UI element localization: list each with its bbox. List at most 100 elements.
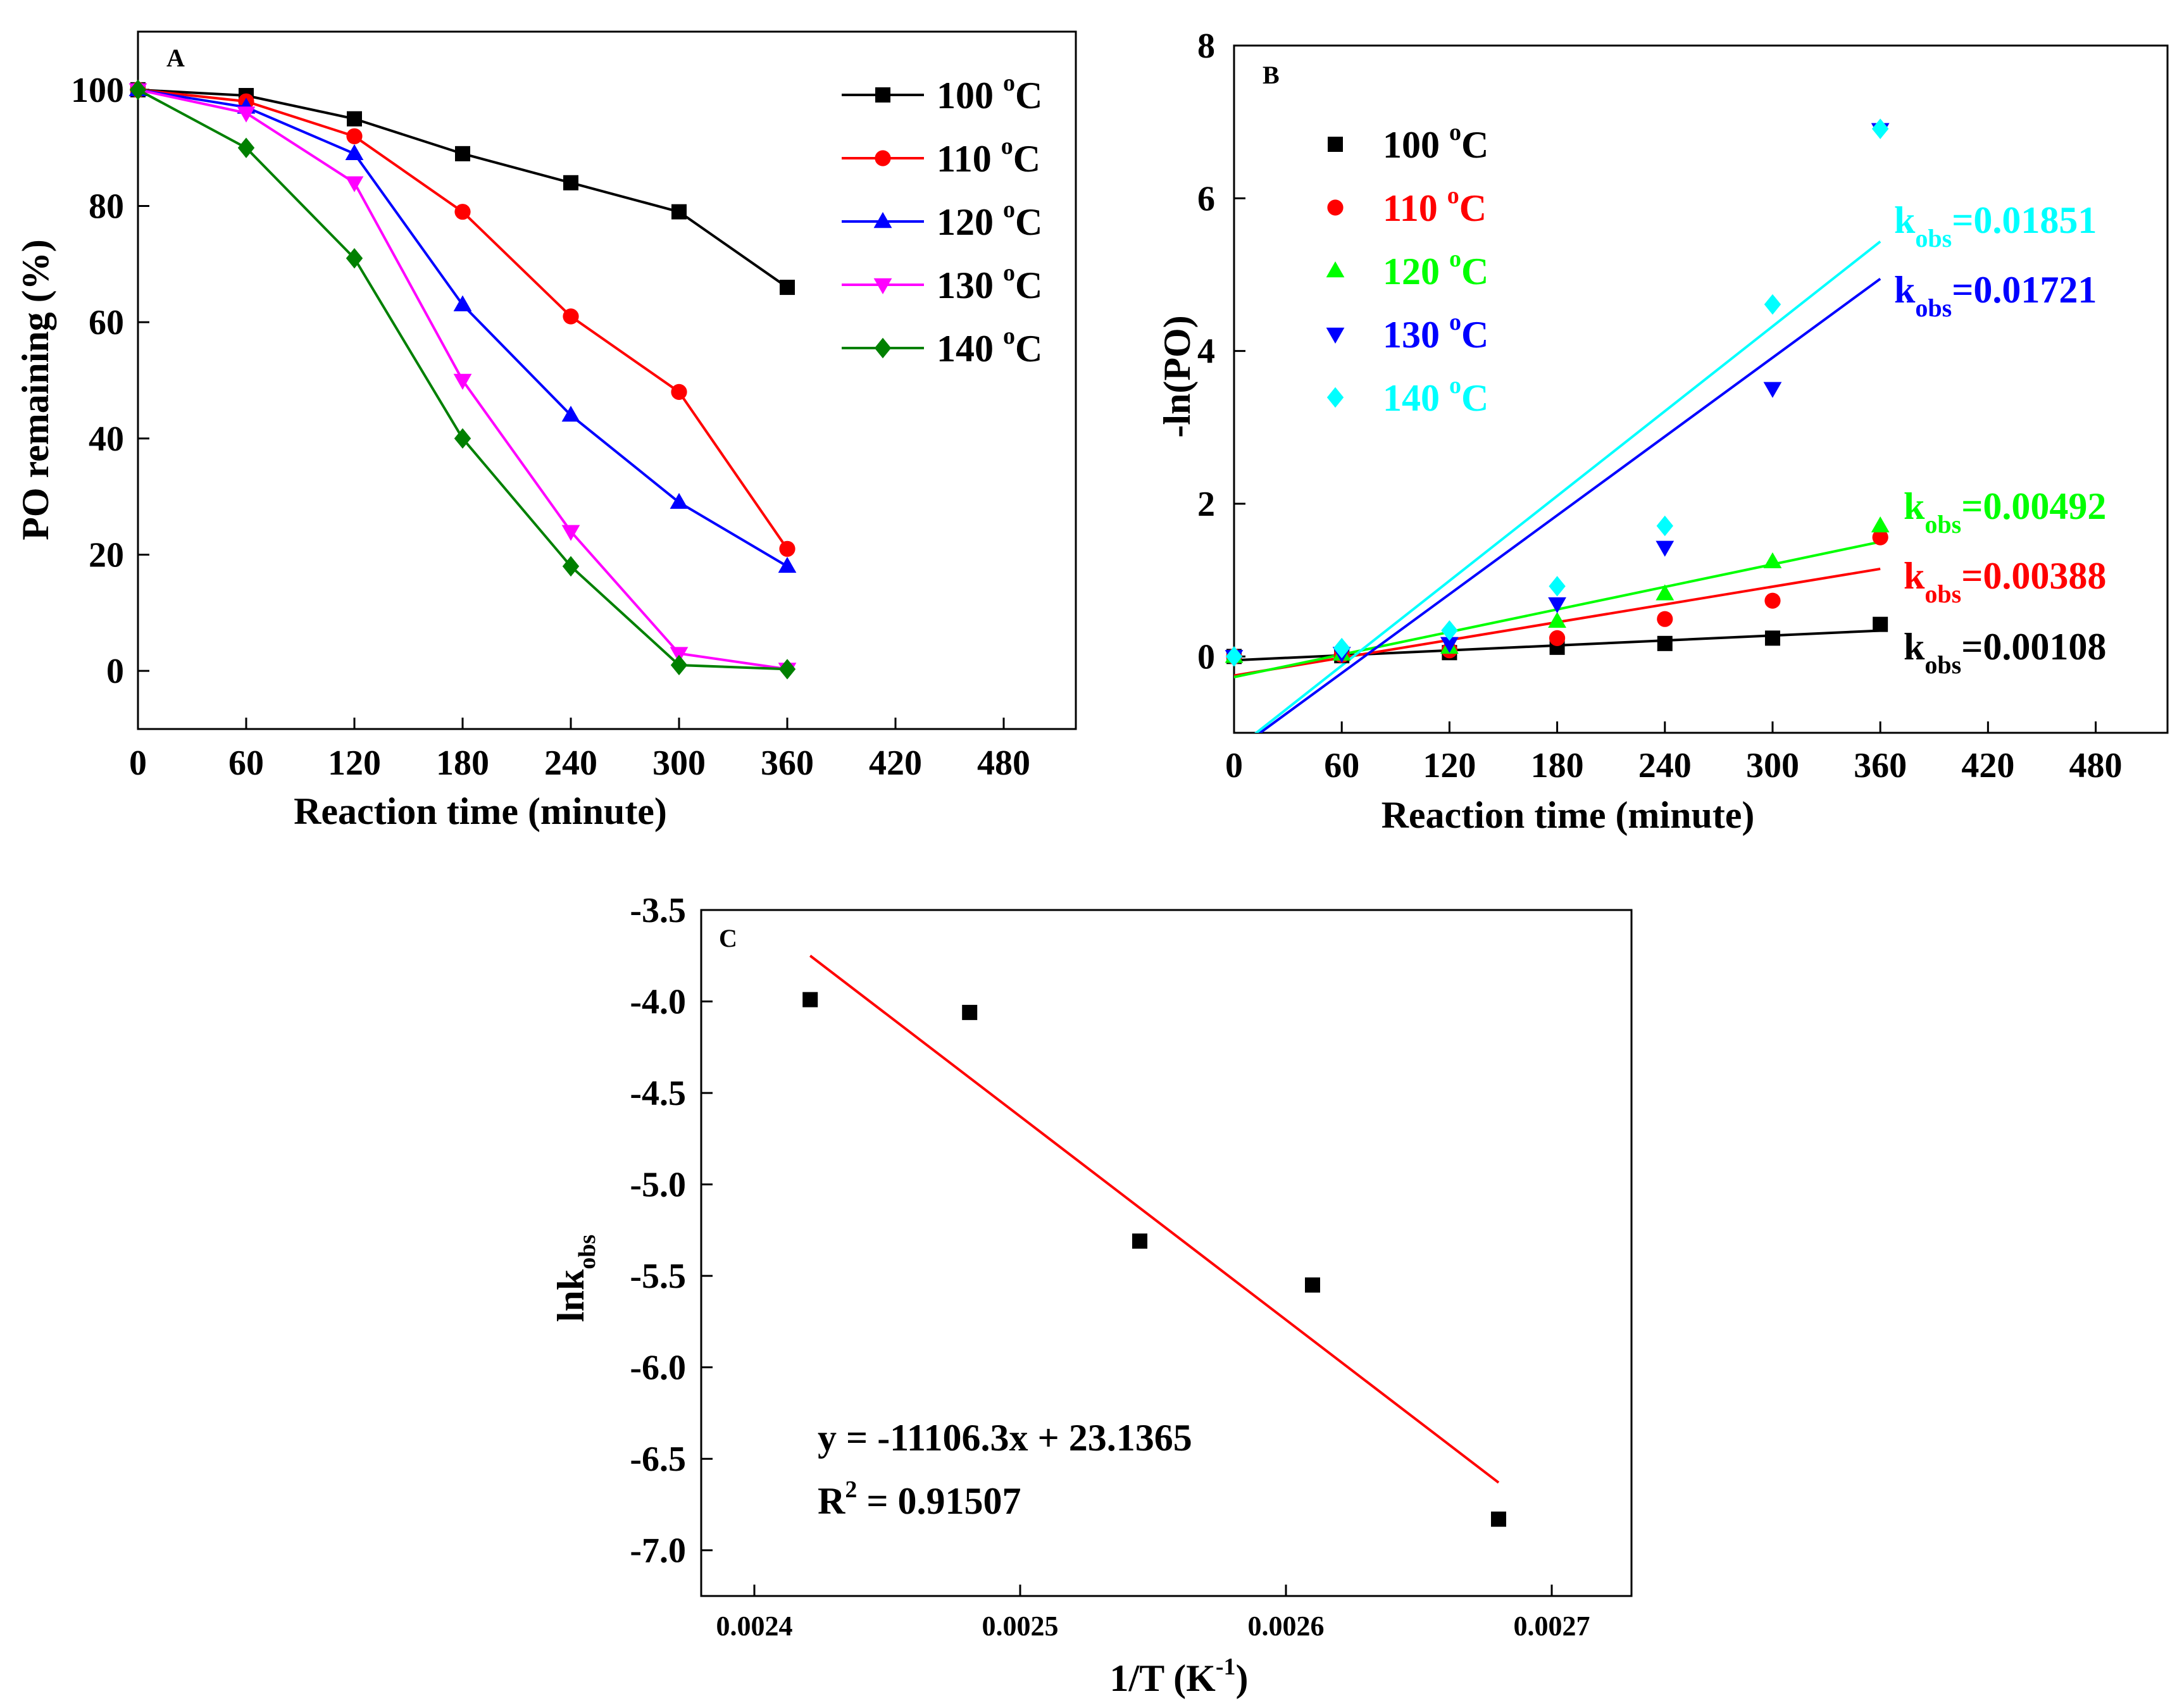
- panel-b-point: [1871, 516, 1890, 533]
- panel-b-point: [1657, 635, 1673, 651]
- panel-b-point: [1225, 646, 1243, 667]
- panel-a-point: [562, 556, 580, 577]
- panel-a-legend-marker: [875, 150, 891, 166]
- panel-a-xtick-label: 480: [977, 744, 1030, 783]
- panel-b-kobs-label: kobs=0.01851: [1894, 199, 2097, 252]
- panel-b-legend-label: 110 oC: [1383, 182, 1487, 229]
- panel-c-xtick-label: 0.0027: [1514, 1611, 1590, 1642]
- panel-a-point: [561, 406, 580, 422]
- panel-b-point: [1763, 382, 1782, 398]
- panel-a-ylabel: PO remaining (%): [15, 239, 56, 540]
- panel-c: 0.0024 0.0025 0.0026 0.0027 -3.5 -4.0 -4.5 -5.0…: [550, 891, 1633, 1699]
- panel-b-point: [1763, 552, 1782, 568]
- panel-b-xlabel: Reaction time (minute): [1382, 794, 1755, 836]
- panel-a-point: [347, 111, 362, 127]
- panel-a-legend-marker: [873, 278, 892, 294]
- panel-b-point: [1764, 630, 1780, 646]
- panel-b-fit-line: [1254, 240, 1881, 733]
- panel-a-ytick-label: 0: [106, 652, 124, 691]
- panel-a-point: [346, 128, 363, 144]
- panel-b-point: [1333, 637, 1350, 659]
- panel-a-series-line: [137, 88, 789, 289]
- panel-a-point: [453, 373, 472, 390]
- panel-b-legend-marker: [1327, 199, 1344, 216]
- panel-b-ytick-label: 8: [1197, 27, 1215, 66]
- panel-b-legend-marker: [1328, 137, 1343, 152]
- panel-a-point: [453, 295, 472, 311]
- panel-c-equation: y = -11106.3x + 23.1365: [818, 1417, 1192, 1459]
- panel-a-xlabel: Reaction time (minute): [294, 790, 667, 832]
- panel-b-fit-line: [1234, 567, 1881, 677]
- panel-b-point: [1764, 294, 1781, 315]
- panel-b-ytick-label: 2: [1197, 485, 1215, 524]
- panel-c-ytick-label: -7.0: [630, 1531, 686, 1571]
- panel-a-ytick-label: 40: [89, 420, 124, 459]
- panel-b-xtick-label: 420: [1961, 746, 2014, 785]
- panel-a-legend-label: 120 oC: [937, 196, 1042, 243]
- panel-b-legend-marker: [1326, 261, 1345, 278]
- panel-b-kobs-label: kobs=0.00108: [1904, 626, 2106, 679]
- panel-a-xtick-label: 60: [228, 744, 264, 783]
- panel-b-point: [1548, 611, 1566, 628]
- panel-a-xtick-label: 420: [869, 744, 922, 783]
- panel-a-legend-label: 130 oC: [937, 259, 1042, 306]
- panel-b-point: [1872, 529, 1888, 545]
- panel-b-kobs-label: kobs=0.01721: [1894, 269, 2097, 322]
- panel-a-xtick-label: 300: [652, 744, 706, 783]
- panel-c-frame: [700, 909, 1633, 1597]
- panel-b-xtick-label: 120: [1423, 746, 1476, 785]
- panel-a-point: [670, 492, 689, 509]
- panel-a-xtick-label: 120: [328, 744, 381, 783]
- panel-a-point: [780, 280, 795, 296]
- panel-a-point: [346, 247, 363, 269]
- panel-a-legend-label: 100 oC: [937, 70, 1042, 116]
- panel-a-xtick-label: 0: [129, 744, 147, 783]
- panel-a-ytick-label: 60: [89, 303, 124, 342]
- panel-b: 0 60 120 180 240 300 360 420 480 0 2 4 6 8 Reaction ti…: [1156, 27, 2169, 836]
- panel-b-legend-marker: [1326, 387, 1344, 408]
- panel-a-point: [670, 654, 688, 676]
- panel-b-point: [1656, 584, 1675, 601]
- panel-b-point: [1873, 616, 1888, 632]
- panel-b-legend-label: 140 oC: [1383, 372, 1488, 419]
- panel-c-fit-line: [809, 954, 1500, 1484]
- panel-a-point: [455, 146, 470, 161]
- panel-c-ytick-label: -4.0: [630, 983, 686, 1022]
- panel-b-xtick-label: 60: [1324, 746, 1359, 785]
- panel-a-point: [454, 204, 471, 220]
- panel-b-point: [1656, 540, 1675, 557]
- panel-b-point: [1764, 592, 1781, 609]
- panel-c-ytick-label: -3.5: [630, 891, 686, 930]
- panel-a-point: [778, 556, 797, 573]
- panel-b-point: [1440, 637, 1459, 653]
- panel-b-point: [1871, 118, 1889, 139]
- panel-b-point: [1549, 630, 1566, 646]
- panel-b-point: [1656, 515, 1673, 537]
- panel-c-point: [1305, 1277, 1320, 1293]
- panel-b-fit-line: [1257, 277, 1881, 733]
- panel-a-legend-marker: [874, 337, 892, 359]
- panel-a-point: [671, 383, 687, 400]
- panel-a-ytick-label: 100: [71, 71, 124, 110]
- panel-a-point: [779, 540, 795, 557]
- panel-a-legend-marker: [875, 87, 890, 103]
- panel-c-ylabel: lnkobs: [550, 1235, 601, 1322]
- panel-c-xtick-label: 0.0026: [1248, 1611, 1325, 1642]
- panel-c-point: [1491, 1511, 1506, 1527]
- panel-a-point: [671, 204, 687, 220]
- panel-a-legend-label: 140 oC: [937, 323, 1042, 370]
- panel-c-ytick-label: -5.0: [630, 1166, 686, 1205]
- panel-a: 0 60 120 180 240 300 360 420 480 0 20 40 60 80 100 Reac…: [15, 30, 1077, 832]
- panel-b-legend-label: 120 oC: [1383, 246, 1488, 292]
- panel-a-point: [129, 79, 147, 101]
- panel-b-fits: [1234, 240, 1881, 733]
- panel-c-r2: R2 = 0.91507: [818, 1476, 1021, 1522]
- panel-c-xtick-label: 0.0025: [982, 1611, 1059, 1642]
- panel-c-xtick-label: 0.0024: [716, 1611, 793, 1642]
- panel-b-ytick-label: 4: [1197, 332, 1215, 371]
- panel-b-xtick-label: 180: [1531, 746, 1584, 785]
- panel-a-point: [237, 137, 255, 158]
- panel-b-kobs-label: kobs=0.00492: [1904, 485, 2106, 539]
- panel-c-ytick-label: -6.0: [630, 1349, 686, 1388]
